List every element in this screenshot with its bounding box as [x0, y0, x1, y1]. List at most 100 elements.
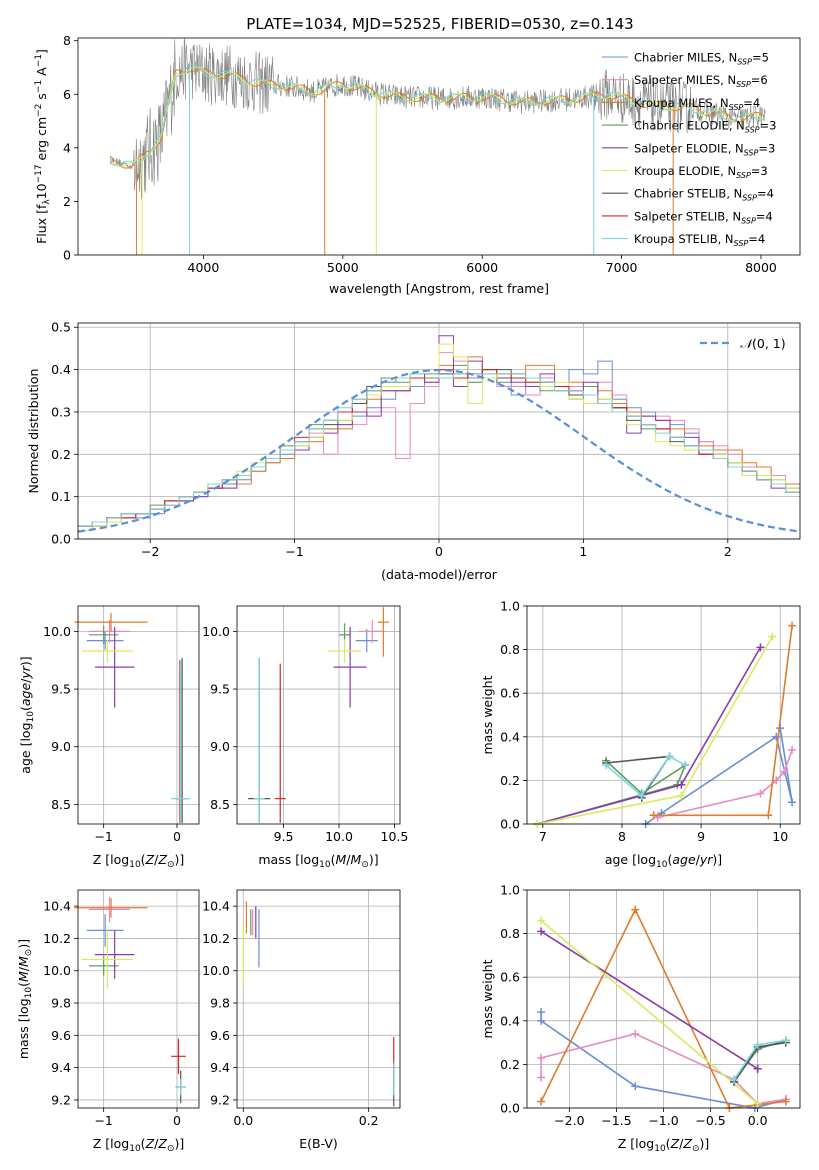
panel-weight_vs_Z: −2.0 −1.5 −1.0 −0.5 0.0 0.0 0.2 0.4 0.6 0.8 1.0 Z […	[480, 883, 801, 1154]
x-tick-label: 0	[173, 1113, 181, 1128]
y-tick-label: 0.2	[51, 447, 71, 462]
y-tick-label: 9.0	[210, 739, 230, 754]
y-tick-label: 2	[63, 194, 71, 209]
y-axis-label: age [log10(age/yr)]	[18, 656, 36, 773]
y-tick-label: 9.8	[210, 996, 230, 1011]
axes-frame	[77, 322, 801, 540]
x-tick-label: −1	[285, 544, 303, 559]
x-tick-label: −1.0	[648, 1113, 678, 1128]
weight-marker	[753, 1040, 762, 1049]
panel-spectrum: 4000 5000 6000 7000 8000 0 2 4 6 8 wavelength [Ang…	[34, 33, 801, 296]
weight-marker	[649, 811, 658, 820]
weight-marker	[753, 1099, 762, 1108]
axes-frame	[77, 37, 801, 256]
panel-age_vs_mass: 9.5 10.0 10.5 8.5 9.0 9.5 10.0 mass [log10(M/M⊙…	[202, 605, 409, 870]
spectrum-lines	[109, 38, 766, 255]
weight-marker	[537, 1097, 546, 1106]
y-tick-label: 0.8	[500, 926, 520, 941]
x-tick-label: 10.5	[381, 829, 409, 844]
weight-line	[540, 930, 759, 1070]
weight-marker	[772, 776, 781, 785]
x-tick-label: −1	[94, 1113, 112, 1128]
errorbar-point	[89, 625, 119, 645]
y-tick-label: 0.8	[500, 642, 520, 657]
weight-marker	[537, 1053, 546, 1062]
weight-marker	[756, 643, 765, 652]
y-tick-label: 9.4	[51, 1060, 71, 1075]
figure-title: PLATE=1034, MJD=52525, FIBERID=0530, z=0…	[246, 15, 633, 33]
axes-frame	[77, 605, 200, 825]
legend-label: 𝒩(0, 1)	[740, 336, 786, 351]
y-tick-label: 8	[63, 33, 71, 48]
axes-frame	[236, 889, 401, 1109]
x-tick-label: 5000	[327, 260, 359, 275]
legend: Chabrier MILES, NSSP=5 Salpeter MILES, NS…	[602, 51, 776, 248]
axes-frame	[236, 605, 401, 825]
legend-label: Chabrier STELIB, NSSP=4	[634, 187, 774, 203]
weight-marker	[788, 798, 797, 807]
x-tick-label: 0.2	[359, 1113, 379, 1128]
y-tick-label: 0.2	[500, 773, 520, 788]
y-tick-label: 9.2	[210, 1092, 230, 1107]
y-tick-label: 9.5	[51, 682, 71, 697]
y-tick-label: 0.4	[51, 362, 71, 377]
y-tick-label: 9.4	[210, 1060, 230, 1075]
x-tick-label: 10	[772, 829, 788, 844]
x-axis-label: Z [log10(Z/Z⊙)]	[618, 1136, 710, 1154]
x-tick-label: 8000	[745, 260, 777, 275]
weight-marker	[637, 791, 646, 800]
weight-line	[605, 755, 686, 797]
errorbar-point	[327, 639, 362, 663]
weight-marker	[768, 632, 777, 641]
y-axis-label: Flux [fλ10−17 erg cm−2 s−1 A−1]	[34, 49, 52, 244]
y-tick-label: 0.6	[500, 970, 520, 985]
errorbar-point	[171, 1038, 186, 1075]
panel-weight_vs_age: 7 8 9 10 0.0 0.2 0.4 0.6 0.8 1.0 age [log10(age/yr…	[480, 599, 801, 870]
y-axis-label: Normed distribution	[26, 369, 41, 494]
errorbar-point	[89, 619, 131, 643]
y-axis-label: mass [log10(M/M⊙)]	[16, 939, 34, 1059]
x-tick-label: −0.5	[695, 1113, 725, 1128]
y-tick-label: 10.0	[43, 624, 71, 639]
x-tick-label: 1	[579, 544, 587, 559]
y-tick-label: 0.6	[500, 686, 520, 701]
y-tick-label: 8.5	[51, 797, 71, 812]
x-tick-label: 7	[539, 829, 547, 844]
y-tick-label: 10.0	[202, 624, 230, 639]
errorbar-point	[81, 639, 133, 663]
y-tick-label: 10.2	[43, 931, 71, 946]
y-tick-label: 0	[63, 248, 71, 263]
x-axis-label: Z [log10(Z/Z⊙)]	[93, 852, 185, 870]
panel-residuals: −2 −1 0 1 2 0.0 0.1 0.2 0.3 0.4 0.5 (data-model)/er…	[26, 320, 801, 582]
errorbar-point	[253, 657, 265, 823]
y-tick-label: 0.0	[500, 817, 520, 832]
weight-marker	[537, 1008, 546, 1017]
x-tick-label: 4000	[188, 260, 220, 275]
y-tick-label: 0.5	[51, 320, 71, 335]
errorbar-point	[274, 663, 286, 823]
errorbar-point	[333, 626, 367, 708]
y-tick-label: 6	[63, 87, 71, 102]
y-tick-label: 10.4	[43, 899, 71, 914]
weight-series	[653, 745, 797, 822]
weight-marker	[537, 1073, 546, 1082]
errorbar-point	[81, 930, 133, 989]
y-tick-label: 9.2	[51, 1092, 71, 1107]
weight-series	[602, 752, 690, 800]
y-tick-label: 0.1	[51, 489, 71, 504]
y-tick-label: 0.3	[51, 404, 71, 419]
model-spectrum-line	[109, 64, 766, 166]
errorbar-point	[94, 626, 135, 708]
errorbar-point	[171, 660, 191, 823]
y-tick-label: 9.0	[51, 739, 71, 754]
weight-series	[730, 1038, 790, 1086]
errorbar-point	[89, 896, 131, 923]
y-tick-label: 10.2	[202, 931, 230, 946]
legend-label: Chabrier ELODIE, NSSP=3	[634, 119, 776, 135]
legend-label: Salpeter STELIB, NSSP=4	[634, 209, 773, 225]
errorbar-point	[86, 631, 124, 650]
x-tick-label: −2	[141, 544, 159, 559]
weight-marker	[753, 1064, 762, 1073]
weight-marker	[631, 1082, 640, 1091]
